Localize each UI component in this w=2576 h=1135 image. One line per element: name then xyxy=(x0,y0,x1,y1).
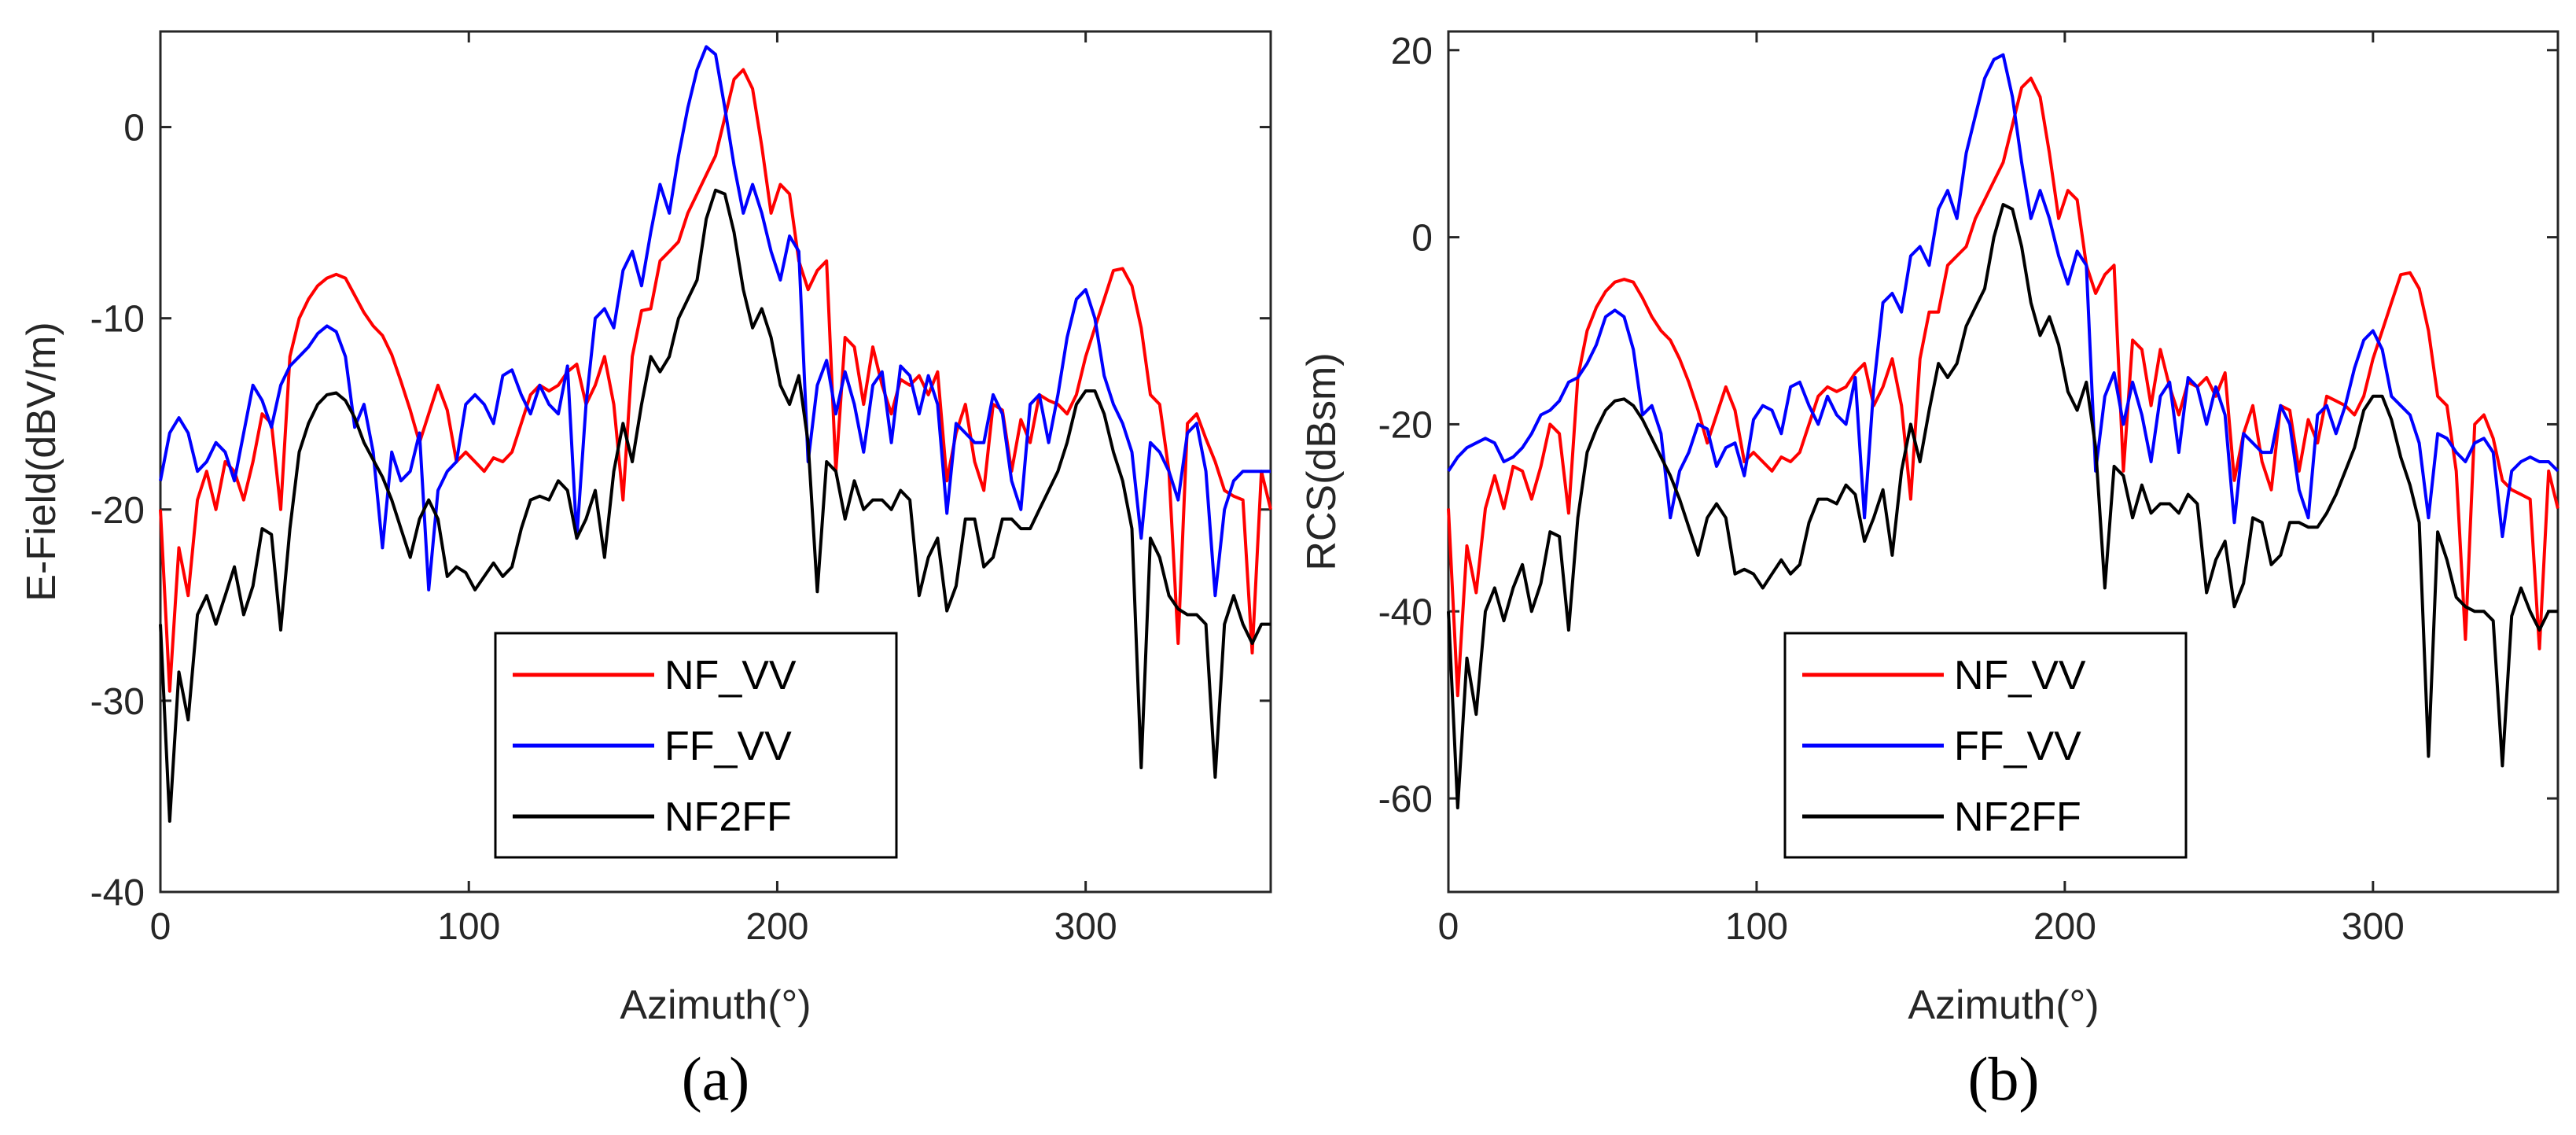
series-line-nf-vv-a xyxy=(159,68,1272,693)
y-axis-label-a: E-Field(dBV/m) xyxy=(19,322,64,601)
panel-a: 0 100 200 300 0 -10 -20 -30 -40 Azimuth(°) E-Fi… xyxy=(19,30,1272,1113)
x-tick-label-b-2: 200 xyxy=(2033,906,2096,948)
x-tick-label-a-1: 100 xyxy=(437,906,500,948)
legend-label-nf2ff-b: NF2FF xyxy=(1954,794,2081,840)
y-tick-label-b-3: -40 xyxy=(1378,591,1433,633)
legend-a: NF_VV FF_VV NF2FF xyxy=(494,632,898,859)
x-tick-label-b-3: 300 xyxy=(2342,906,2405,948)
x-tick-label-a-2: 200 xyxy=(745,906,808,948)
legend-b: NF_VV FF_VV NF2FF xyxy=(1783,632,2188,859)
y-tick-label-a-2: -20 xyxy=(90,490,145,532)
series-line-ff-vv-b xyxy=(1447,53,2559,539)
panel-b: 0 100 200 300 200-20-40-60 Azimuth(°) RCS(d… xyxy=(1299,30,2559,1113)
series-lines-b xyxy=(1447,53,2559,809)
y-tick-label-b-0: 20 xyxy=(1391,31,1433,72)
legend-label-nf-vv-a: NF_VV xyxy=(664,653,797,698)
series-lines-a xyxy=(159,45,1272,823)
y-axis-label-b: RCS(dBsm) xyxy=(1299,352,1345,570)
legend-label-ff-vv-a: FF_VV xyxy=(664,724,792,769)
x-ticks-b: 0 100 200 300 xyxy=(1438,31,2405,948)
y-tick-label-a-4: -40 xyxy=(90,872,145,914)
panel-caption-a: (a) xyxy=(682,1045,750,1113)
y-tick-label-b-2: -20 xyxy=(1378,404,1433,446)
y-ticks-b: 20 0 -20 -40 -60 xyxy=(1378,31,2558,820)
legend-label-nf2ff-a: NF2FF xyxy=(664,794,792,840)
series-line-nf2ff-a xyxy=(159,188,1271,823)
x-tick-label-a-0: 0 xyxy=(150,906,171,948)
legend-label-ff-vv-b: FF_VV xyxy=(1954,724,2081,769)
y-tick-label-b-4: -60 xyxy=(1378,779,1433,820)
x-ticks-a: 0 100 200 300 xyxy=(150,31,1117,948)
y-tick-label-b-1: 0 xyxy=(1411,218,1433,260)
legend-label-nf-vv-b: NF_VV xyxy=(1954,653,2086,698)
series-line-ff-vv-a xyxy=(159,45,1271,598)
x-tick-label-b-1: 100 xyxy=(1725,906,1788,948)
y-tick-label-a-3: -30 xyxy=(90,681,145,723)
y-ticks-a: 0 -10 -20 -30 -40 xyxy=(90,108,1271,914)
series-line-nf-vv-b xyxy=(1447,76,2559,698)
x-axis-label-a: Azimuth(°) xyxy=(620,982,811,1028)
x-tick-label-a-3: 300 xyxy=(1054,906,1117,948)
series-line-nf2ff-b xyxy=(1447,203,2558,809)
x-tick-label-b-0: 0 xyxy=(1438,906,1459,948)
x-axis-label-b: Azimuth(°) xyxy=(1908,982,2099,1028)
panel-caption-b: (b) xyxy=(1968,1045,2040,1113)
y-tick-label-a-0: 0 xyxy=(123,108,145,149)
y-tick-label-a-1: -10 xyxy=(90,299,145,341)
